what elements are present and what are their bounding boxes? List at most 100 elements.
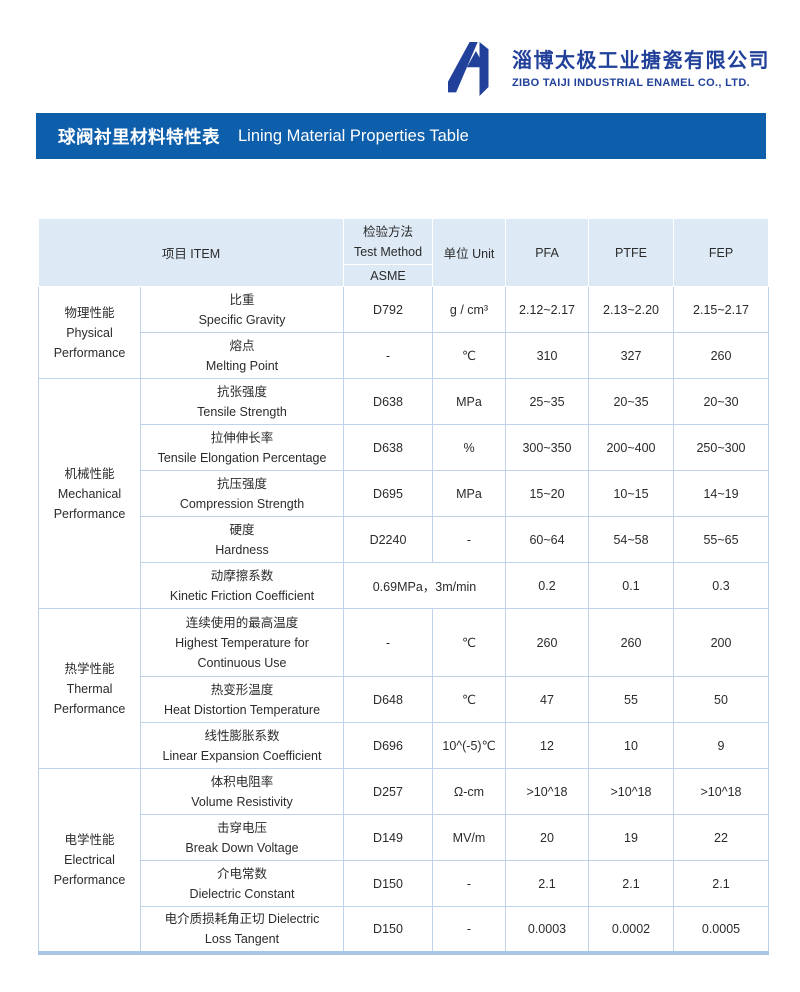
- ptfe-value-cell: 200~400: [588, 424, 674, 471]
- category-cell-thermal: 热学性能 Thermal Performance: [38, 608, 141, 769]
- fep-value-cell: 0.0005: [673, 906, 769, 953]
- property-en: Melting Point: [205, 358, 279, 373]
- table-row: 熔点 Melting Point - ℃ 310 327 260: [39, 332, 769, 379]
- company-name-en: ZIBO TAIJI INDUSTRIAL ENAMEL CO., LTD.: [512, 77, 750, 89]
- method-cell: D149: [343, 814, 433, 861]
- property-cell: 介电常数 Dielectric Constant: [140, 860, 344, 907]
- test-method-label-en: Test Method: [353, 244, 423, 259]
- category-en: Physical Performance: [53, 325, 126, 360]
- property-en: Specific Gravity: [198, 312, 286, 327]
- pfa-value-cell: 0.0003: [505, 906, 589, 953]
- property-zh: 介电常数: [216, 866, 267, 881]
- category-en: Electrical Performance: [53, 852, 126, 887]
- unit-cell: MPa: [432, 470, 506, 517]
- table-row: 机械性能 Mechanical Performance 抗张强度 Tensile…: [38, 378, 769, 609]
- unit-cell: -: [432, 906, 506, 953]
- property-zh: 击穿电压: [216, 820, 267, 835]
- fep-value-cell: 2.1: [673, 860, 769, 907]
- pfa-value-cell: 2.1: [505, 860, 589, 907]
- table-row: 动摩擦系数 Kinetic Friction Coefficient 0.69M…: [39, 562, 769, 609]
- property-en: Kinetic Friction Coefficient: [169, 588, 315, 603]
- method-cell: D792: [343, 286, 433, 333]
- col-header-unit: 单位 Unit: [432, 218, 506, 287]
- property-en: Highest Temperature for Continuous Use: [175, 635, 309, 670]
- fep-value-cell: 250~300: [673, 424, 769, 471]
- property-cell: 热变形温度 Heat Distortion Temperature: [140, 676, 344, 723]
- property-cell: 电介质损耗角正切 Dielectric Loss Tangent: [140, 906, 344, 953]
- method-cell: D695: [343, 470, 433, 517]
- pfa-value-cell: 300~350: [505, 424, 589, 471]
- pfa-value-cell: 12: [505, 722, 589, 769]
- ptfe-value-cell: 2.13~2.20: [588, 286, 674, 333]
- property-zh: 熔点: [229, 338, 255, 353]
- method-cell: D150: [343, 860, 433, 907]
- category-en: Thermal Performance: [53, 681, 126, 716]
- col-header-pfa: PFA: [505, 218, 589, 287]
- unit-cell: g / cm³: [432, 286, 506, 333]
- ptfe-value-cell: 260: [588, 608, 674, 677]
- property-zh: 电介质损耗角正切 Dielectric: [164, 911, 320, 926]
- table-row: 电介质损耗角正切 Dielectric Loss Tangent D150 - …: [39, 906, 769, 953]
- table-row: 硬度 Hardness D2240 - 60~64 54~58 55~65: [39, 516, 769, 563]
- company-name-zh: 淄博太极工业搪瓷有限公司: [512, 50, 770, 72]
- property-cell: 拉伸伸长率 Tensile Elongation Percentage: [140, 424, 344, 471]
- property-zh: 连续使用的最高温度: [185, 615, 299, 630]
- property-zh: 动摩擦系数: [210, 568, 274, 583]
- test-method-label-zh: 检验方法: [362, 224, 413, 239]
- pfa-value-cell: 60~64: [505, 516, 589, 563]
- property-en: Linear Expansion Coefficient: [162, 748, 322, 763]
- category-en: Mechanical Performance: [53, 486, 126, 521]
- page-title-zh: 球阀衬里材料特性表: [58, 126, 220, 147]
- pfa-value-cell: >10^18: [505, 768, 589, 815]
- col-header-item: 项目 ITEM: [38, 218, 344, 287]
- property-zh: 线性膨胀系数: [204, 728, 280, 743]
- unit-cell: MPa: [432, 378, 506, 425]
- fep-value-cell: 9: [673, 722, 769, 769]
- method-cell: D2240: [343, 516, 433, 563]
- table-row: 物理性能 Physical Performance 比重 Specific Gr…: [38, 286, 769, 379]
- property-cell: 连续使用的最高温度 Highest Temperature for Contin…: [140, 608, 344, 677]
- company-logo-icon: [448, 42, 489, 96]
- fep-value-cell: 14~19: [673, 470, 769, 517]
- category-zh: 热学性能: [64, 661, 115, 676]
- pfa-value-cell: 25~35: [505, 378, 589, 425]
- property-cell: 抗张强度 Tensile Strength: [140, 378, 344, 425]
- ptfe-value-cell: 54~58: [588, 516, 674, 563]
- company-name-block: 淄博太极工业搪瓷有限公司 ZIBO TAIJI INDUSTRIAL ENAME…: [512, 49, 770, 89]
- table-row: 电学性能 Electrical Performance 体积电阻率 Volume…: [38, 768, 769, 953]
- property-cell: 熔点 Melting Point: [140, 332, 344, 379]
- fep-value-cell: 50: [673, 676, 769, 723]
- pfa-value-cell: 310: [505, 332, 589, 379]
- category-zh: 物理性能: [64, 305, 115, 320]
- title-bar: 球阀衬里材料特性表 Lining Material Properties Tab…: [36, 113, 766, 159]
- unit-cell: ℃: [432, 676, 506, 723]
- property-zh: 硬度: [229, 522, 255, 537]
- col-header-ptfe: PTFE: [588, 218, 674, 287]
- property-en: Heat Distortion Temperature: [163, 702, 321, 717]
- unit-cell: 10^(-5)℃: [432, 722, 506, 769]
- property-cell: 硬度 Hardness: [140, 516, 344, 563]
- method-cell: D257: [343, 768, 433, 815]
- property-zh: 体积电阻率: [210, 774, 274, 789]
- col-header-test-method-standard: ASME: [343, 264, 433, 287]
- property-cell: 线性膨胀系数 Linear Expansion Coefficient: [140, 722, 344, 769]
- property-en: Break Down Voltage: [185, 840, 299, 855]
- fep-value-cell: >10^18: [673, 768, 769, 815]
- fep-value-cell: 20~30: [673, 378, 769, 425]
- method-cell: D638: [343, 424, 433, 471]
- property-cell: 动摩擦系数 Kinetic Friction Coefficient: [140, 562, 344, 609]
- category-zh: 电学性能: [64, 832, 115, 847]
- table-row: 线性膨胀系数 Linear Expansion Coefficient D696…: [39, 722, 769, 769]
- property-en: Dielectric Constant: [189, 886, 295, 901]
- fep-value-cell: 55~65: [673, 516, 769, 563]
- method-cell: -: [343, 332, 433, 379]
- company-header: 淄博太极工业搪瓷有限公司 ZIBO TAIJI INDUSTRIAL ENAME…: [448, 40, 770, 98]
- fep-value-cell: 200: [673, 608, 769, 677]
- property-zh: 拉伸伸长率: [210, 430, 274, 445]
- property-en: Tensile Elongation Percentage: [157, 450, 327, 465]
- category-cell-electrical: 电学性能 Electrical Performance: [38, 768, 141, 953]
- table-row: 抗压强度 Compression Strength D695 MPa 15~20…: [39, 470, 769, 517]
- pfa-value-cell: 15~20: [505, 470, 589, 517]
- pfa-value-cell: 2.12~2.17: [505, 286, 589, 333]
